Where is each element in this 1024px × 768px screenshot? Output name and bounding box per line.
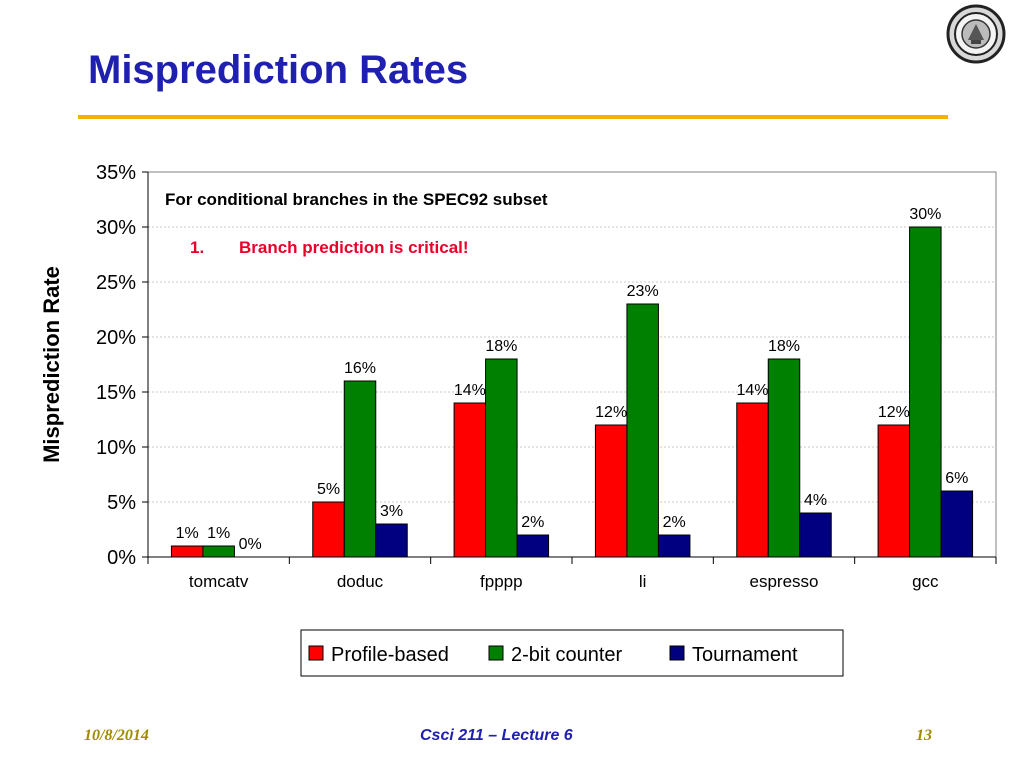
bar [626,303,659,558]
legend-swatch [308,645,324,661]
slide-title: Misprediction Rates [88,48,469,92]
bar [170,545,204,558]
y-tick-label: 15% [96,382,136,404]
bar [799,512,832,558]
data-label: 5% [317,481,340,498]
legend-label: Profile-based [331,644,449,666]
data-label: 1% [176,525,199,542]
legend-label: Tournament [692,644,798,666]
bar [453,402,487,558]
bar [202,545,235,558]
bar [909,226,942,558]
bar [516,534,550,558]
data-label: 18% [768,338,800,355]
data-label: 23% [627,283,659,300]
data-label: 4% [804,492,827,509]
footer-date: 10/8/2014 [84,727,149,744]
data-label: 1% [207,525,230,542]
y-tick-label: 30% [96,217,136,239]
y-axis-label: Misprediction Rate [39,266,64,463]
bar [657,534,691,558]
data-label: 0% [239,536,262,553]
y-tick-label: 10% [96,437,136,459]
bar [877,424,911,558]
bar [312,501,345,558]
bar [736,402,769,558]
legend-label: 2-bit counter [511,644,623,666]
y-tick-label: 20% [96,327,136,349]
y-tick-label: 0% [107,547,136,569]
legend-swatch [488,645,504,661]
bar [485,358,518,558]
x-tick-label: espresso [750,572,819,591]
footer-page-number: 13 [916,727,932,744]
data-label: 14% [736,382,768,399]
data-label: 16% [344,360,376,377]
data-label: 30% [909,206,941,223]
bar [375,523,408,558]
x-tick-label: doduc [337,572,384,591]
data-label: 14% [454,382,486,399]
plot-area [147,171,997,558]
title-rule [78,115,948,119]
data-label: 3% [380,503,403,520]
x-tick-label: tomcatv [189,572,249,591]
bar [767,358,801,558]
bar [594,424,628,558]
data-label: 6% [945,470,968,487]
y-tick-label: 35% [96,162,136,184]
y-tick-label: 25% [96,272,136,294]
bar [343,380,377,558]
annotation-critical-number: 1. [190,238,204,257]
misprediction-chart: 0% 5% 10% 15% 20% 25% 30% 35% Misprediction Rate… [39,162,997,677]
legend-swatch [669,645,685,661]
x-tick-label: li [639,572,647,591]
data-label: 2% [663,514,686,531]
legend [300,629,844,677]
data-label: 2% [521,514,544,531]
x-tick-label: gcc [912,572,939,591]
y-tick-label: 5% [107,492,136,514]
data-label: 12% [595,404,627,421]
annotation-subset: For conditional branches in the SPEC92 s… [165,190,548,209]
x-tick-label: fpppp [480,572,523,591]
footer-course: Csci 211 – Lecture 6 [420,727,573,744]
data-label: 12% [878,404,910,421]
university-seal-icon [946,4,1006,64]
bar [940,490,974,558]
data-label: 18% [485,338,517,355]
annotation-critical: Branch prediction is critical! [239,238,469,257]
